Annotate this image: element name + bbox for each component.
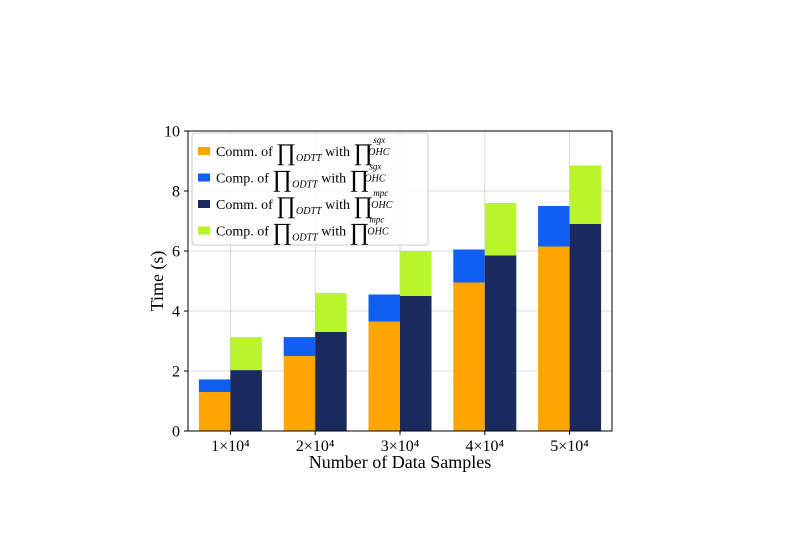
legend-prefix: Comm. of <box>216 198 273 213</box>
bar-segment-sgx-comp <box>283 337 316 356</box>
bar-segment-mpc-comp <box>315 293 347 332</box>
legend-subscript: ODTT <box>296 206 323 217</box>
bar-segment-sgx-comp <box>368 294 400 322</box>
bars <box>198 165 602 431</box>
legend-subscript: OHC <box>367 227 388 238</box>
legend-label: Comp. of ∏ODTT with ∏mpc OHC <box>216 215 389 246</box>
legend-subscript: OHC <box>368 147 389 158</box>
bar-segment-mpc-comm <box>230 370 262 431</box>
product-symbol: ∏ <box>276 193 296 219</box>
legend-prefix: Comp. of <box>216 172 269 187</box>
product-symbol: ∏ <box>272 167 292 193</box>
legend-subscript: OHC <box>371 200 392 211</box>
x-axis-label: Number of Data Samples <box>309 452 491 472</box>
bar-segment-sgx-comp <box>453 249 485 283</box>
y-tick-label: 10 <box>164 124 180 141</box>
bar-segment-mpc-comp <box>484 203 517 256</box>
legend-swatch <box>198 226 210 235</box>
legend-swatch <box>198 200 210 208</box>
legend-label: Comp. of ∏ODTT with ∏sgx OHC <box>216 162 386 193</box>
legend-label: Comm. of ∏ODTT with ∏sgx OHC <box>216 135 390 166</box>
legend-subscript: OHC <box>364 174 385 185</box>
x-tick-label: 2×10⁴ <box>296 438 335 455</box>
legend-swatch <box>198 173 210 182</box>
x-tick-label: 4×10⁴ <box>465 438 504 455</box>
legend-prefix: Comm. of <box>216 145 273 160</box>
bar-segment-mpc-comm <box>315 332 347 431</box>
legend-superscript: mpc <box>373 188 388 198</box>
y-tick-label: 4 <box>172 304 180 321</box>
x-tick-label: 1×10⁴ <box>211 438 250 455</box>
legend-superscript: mpc <box>369 215 384 225</box>
y-tick-label: 6 <box>172 244 180 261</box>
product-symbol: ∏ <box>276 140 296 166</box>
legend-connector: with <box>322 145 354 160</box>
legend-box <box>191 132 429 246</box>
bar-segment-sgx-comp <box>198 379 231 392</box>
legend-connector: with <box>318 172 350 187</box>
legend-superscript: sgx <box>373 135 385 145</box>
bar-segment-sgx-comm <box>368 321 400 431</box>
bar-segment-mpc-comp <box>400 251 432 296</box>
y-tick-label: 2 <box>172 364 180 381</box>
axes: 0 2 4 6 8 10 1×10⁴ 2×10⁴ 3×10⁴ 4×10⁴ 5×10⁴ <box>164 124 589 456</box>
bar-segment-mpc-comp <box>230 337 262 371</box>
product-symbol: ∏ <box>354 193 374 219</box>
x-tick-label: 5×10⁴ <box>550 438 589 455</box>
bar-segment-sgx-comm <box>283 356 316 431</box>
legend-subscript: ODTT <box>296 153 323 164</box>
legend-prefix: Comp. of <box>216 225 269 240</box>
bar-segment-sgx-comm <box>538 246 570 431</box>
legend-superscript: sgx <box>369 162 381 172</box>
product-symbol: ∏ <box>272 220 292 246</box>
bar-segment-mpc-comm <box>484 255 517 431</box>
legend-label: Comm. of ∏ODTT with ∏mpc OHC <box>216 188 393 219</box>
legend-swatch <box>198 147 210 155</box>
legend-connector: with <box>322 198 354 213</box>
bar-segment-sgx-comp <box>538 206 570 247</box>
legend-subscript: ODTT <box>292 180 319 191</box>
bar-segment-sgx-comm <box>198 392 231 431</box>
legend-connector: with <box>318 225 350 240</box>
y-axis-label: Time (s) <box>147 251 168 312</box>
bar-segment-sgx-comm <box>453 282 485 431</box>
product-symbol: ∏ <box>350 220 370 246</box>
bar-segment-mpc-comp <box>569 165 602 224</box>
bar-segment-mpc-comm <box>400 296 432 431</box>
legend-subscript: ODTT <box>292 233 319 244</box>
x-tick-label: 3×10⁴ <box>381 438 420 455</box>
y-tick-label: 8 <box>172 184 180 201</box>
y-tick-label: 0 <box>172 424 180 441</box>
bar-segment-mpc-comm <box>569 224 602 431</box>
product-symbol: ∏ <box>350 167 370 193</box>
product-symbol: ∏ <box>354 140 374 166</box>
